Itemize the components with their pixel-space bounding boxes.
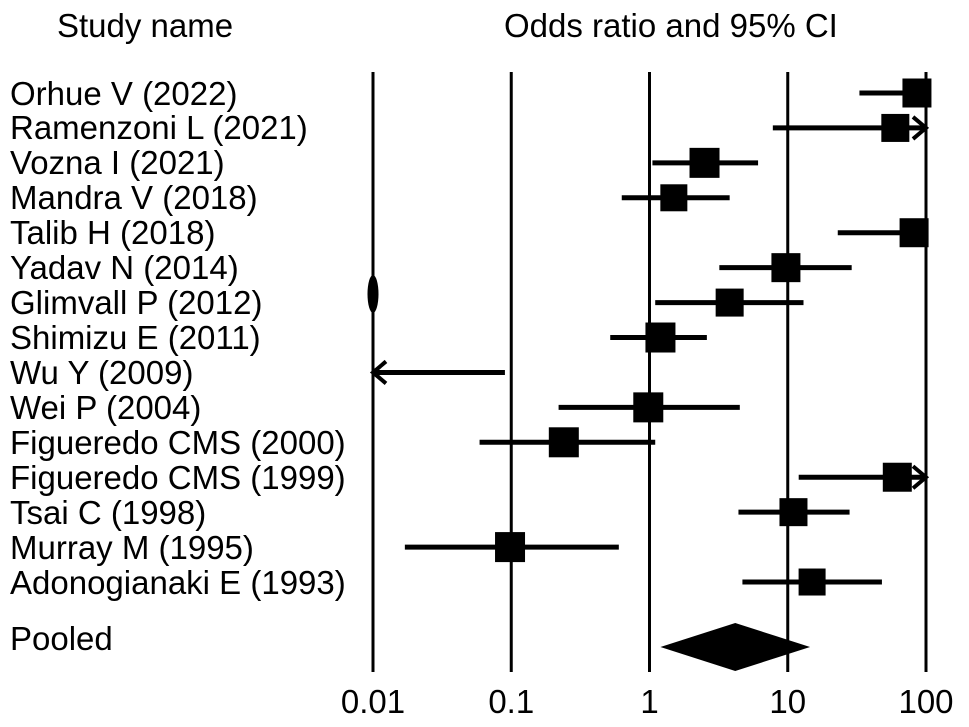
arrowhead-icon bbox=[369, 359, 388, 385]
study-label: Tsai C (1998) bbox=[10, 493, 207, 531]
estimate-marker bbox=[495, 532, 526, 563]
axis-tick-label: 1 bbox=[640, 683, 658, 720]
study-label: Murray M (1995) bbox=[10, 528, 254, 566]
estimate-marker bbox=[902, 78, 932, 108]
estimate-marker bbox=[689, 147, 720, 178]
axis-lens-mark bbox=[367, 275, 379, 313]
estimate-marker bbox=[633, 392, 664, 423]
estimate-marker bbox=[645, 322, 676, 353]
estimate-marker bbox=[881, 113, 910, 142]
estimate-marker bbox=[771, 253, 801, 283]
arrowhead-icon bbox=[911, 464, 930, 490]
estimate-marker bbox=[548, 427, 579, 458]
study-label: Ramenzoni L (2021) bbox=[10, 109, 308, 147]
arrowhead-icon bbox=[911, 115, 930, 141]
axis-tick-label: 10 bbox=[769, 683, 806, 720]
study-label: Figueredo CMS (1999) bbox=[10, 458, 346, 496]
study-label: Adonogianaki E (1993) bbox=[10, 563, 346, 601]
study-label: Vozna I (2021) bbox=[10, 144, 225, 182]
study-label: Shimizu E (2011) bbox=[10, 319, 261, 356]
odds-ratio-column-header: Odds ratio and 95% CI bbox=[504, 7, 838, 44]
study-label: Mandra V (2018) bbox=[10, 179, 258, 217]
estimate-marker bbox=[882, 462, 912, 492]
study-label: Glimvall P (2012) bbox=[10, 284, 263, 322]
axis-tick-label: 0.01 bbox=[341, 683, 405, 720]
pooled-diamond bbox=[660, 623, 811, 671]
study-label: Wu Y (2009) bbox=[10, 353, 194, 391]
estimate-marker bbox=[660, 184, 688, 212]
estimate-marker bbox=[715, 288, 744, 317]
estimate-marker bbox=[899, 218, 929, 248]
axis-tick-label: 100 bbox=[898, 683, 953, 720]
estimate-marker bbox=[798, 568, 826, 596]
study-label: Orhue V (2022) bbox=[10, 74, 238, 112]
study-label: Wei P (2004) bbox=[10, 388, 202, 426]
axis-tick-label: 0.1 bbox=[488, 683, 534, 720]
estimate-marker bbox=[779, 498, 808, 527]
study-label: Talib H (2018) bbox=[10, 214, 216, 252]
study-label: Yadav N (2014) bbox=[10, 249, 239, 287]
pooled-label: Pooled bbox=[10, 620, 113, 657]
study-name-column-header: Study name bbox=[57, 7, 234, 44]
study-label: Figueredo CMS (2000) bbox=[10, 423, 346, 461]
